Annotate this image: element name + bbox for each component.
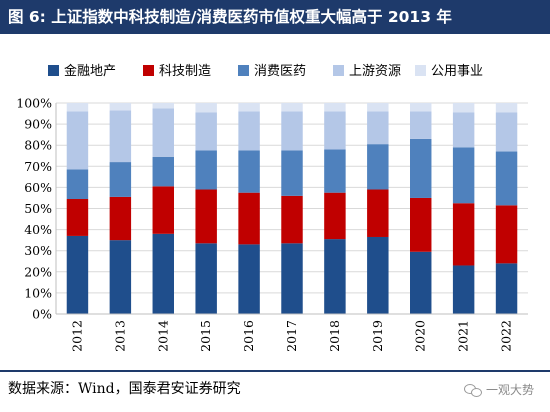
x-tick-label: 2013 <box>112 320 127 352</box>
y-tick-label: 10% <box>24 285 52 300</box>
bar-segment-2014-s3 <box>152 156 174 187</box>
x-tick-label: 2021 <box>456 320 471 352</box>
bar-segment-2014-s2 <box>152 186 174 234</box>
y-axis: 0% 10% 20% 30% 40% 50% 60% 70% 80% 90% 100% <box>16 96 57 322</box>
y-tick-label: 30% <box>24 243 52 258</box>
bar-segment-2014-s5 <box>152 103 174 109</box>
legend-label-4: 上游资源 <box>349 64 401 79</box>
bar-segment-2012-s3 <box>66 169 89 200</box>
bar-segment-2015-s3 <box>195 150 217 190</box>
bar-segment-2013-s2 <box>109 196 132 241</box>
legend-swatch-5 <box>415 65 426 76</box>
watermark-text: 一观大势 <box>486 383 535 397</box>
bar-segment-2012-s1 <box>66 235 89 314</box>
bar-segment-2017-s4 <box>281 111 303 151</box>
bar-segment-2016-s5 <box>238 103 260 112</box>
bar-segment-2013-s4 <box>109 110 132 163</box>
bar-segment-2016-s1 <box>238 244 260 314</box>
bar-segment-2014-s1 <box>152 233 174 314</box>
bar-segment-2016-s4 <box>238 111 260 151</box>
bar-segment-2014-s4 <box>152 108 174 157</box>
legend-label-5: 公用事业 <box>431 64 483 79</box>
legend-swatch-3 <box>238 65 249 76</box>
bar-segment-2019-s5 <box>367 103 389 112</box>
y-tick-label: 40% <box>24 222 52 237</box>
x-axis: 2012 2013 2014 2015 2016 2017 2018 2019 2020 2021… <box>56 313 528 352</box>
bar-segment-2022-s3 <box>495 151 518 206</box>
footer-divider <box>0 370 550 372</box>
chart-legend: 金融地产 科技制造 消费医药 上游资源 公用事业 <box>48 63 483 79</box>
x-tick-label: 2022 <box>499 320 514 352</box>
bar-segment-2013-s3 <box>109 162 132 197</box>
bar-segment-2020-s5 <box>410 103 432 112</box>
legend-swatch-4 <box>333 65 344 76</box>
bar-segment-2013-s1 <box>109 240 132 314</box>
bar-segment-2015-s1 <box>195 243 217 314</box>
x-tick-label: 2019 <box>370 320 385 352</box>
bar-segment-2012-s5 <box>66 103 89 112</box>
bar-segment-2019-s3 <box>367 144 389 190</box>
bar-segment-2019-s1 <box>367 236 389 314</box>
bar-segment-2013-s5 <box>109 103 132 111</box>
bar-segment-2012-s4 <box>66 111 89 170</box>
bar-segment-2017-s5 <box>281 103 303 112</box>
bar-segment-2021-s1 <box>452 265 475 314</box>
legend-swatch-2 <box>143 65 154 76</box>
x-tick-label: 2014 <box>155 320 170 352</box>
y-tick-label: 0% <box>32 307 52 322</box>
bar-segment-2018-s1 <box>324 239 346 314</box>
bar-segment-2021-s2 <box>452 203 475 266</box>
source-note: 数据来源：Wind，国泰君安证券研究 <box>8 381 241 397</box>
x-tick-label: 2018 <box>327 320 342 352</box>
bar-segment-2021-s5 <box>452 103 475 113</box>
x-tick-label: 2015 <box>198 320 213 352</box>
bar-segment-2017-s3 <box>281 150 303 196</box>
bar-segment-2016-s3 <box>238 150 260 193</box>
bar-segment-2022-s1 <box>495 263 518 314</box>
bar-segment-2018-s5 <box>324 103 346 112</box>
bar-segment-2020-s3 <box>410 138 432 198</box>
bar-segment-2017-s1 <box>281 243 303 314</box>
bar-segment-2012-s2 <box>66 199 89 236</box>
wechat-icon <box>464 383 482 397</box>
bar-segment-2018-s4 <box>324 111 346 150</box>
x-tick-label: 2012 <box>69 320 84 352</box>
bar-segment-2018-s2 <box>324 192 346 240</box>
bar-segment-2015-s5 <box>195 103 217 113</box>
y-tick-label: 20% <box>24 264 52 279</box>
bar-segment-2019-s2 <box>367 189 389 237</box>
bar-segment-2022-s4 <box>495 112 518 152</box>
bar-segment-2019-s4 <box>367 111 389 145</box>
bar-segment-2018-s3 <box>324 149 346 193</box>
bar-segment-2021-s4 <box>452 112 475 148</box>
legend-label-2: 科技制造 <box>159 64 211 79</box>
legend-label-1: 金融地产 <box>64 63 116 79</box>
bar-segment-2021-s3 <box>452 147 475 204</box>
x-tick-label: 2017 <box>284 320 299 352</box>
watermark: 一观大势 <box>464 381 534 398</box>
y-tick-label: 100% <box>16 96 52 111</box>
legend-label-3: 消费医药 <box>254 64 306 79</box>
legend-swatch-1 <box>48 65 59 76</box>
y-tick-label: 80% <box>24 138 52 153</box>
stacked-bar-chart: 金融地产 科技制造 消费医药 上游资源 公用事业 0% 10% 20% 30% 40% 50% 60… <box>16 63 528 352</box>
y-tick-label: 60% <box>24 180 52 195</box>
bar-segment-2015-s2 <box>195 189 217 244</box>
y-tick-label: 50% <box>24 201 52 216</box>
x-tick-label: 2020 <box>413 320 428 352</box>
bar-segment-2022-s5 <box>495 103 518 113</box>
chart-bars <box>66 103 518 314</box>
bar-segment-2020-s1 <box>410 251 432 314</box>
bar-segment-2017-s2 <box>281 195 303 244</box>
bar-segment-2020-s2 <box>410 197 432 252</box>
figure-title: 图 6: 上证指数中科技制造/消费医药市值权重大幅高于 2013 年 <box>0 0 550 34</box>
bar-segment-2022-s2 <box>495 205 518 264</box>
bar-segment-2016-s2 <box>238 192 260 245</box>
y-tick-label: 70% <box>24 159 52 174</box>
y-tick-label: 90% <box>24 117 52 132</box>
x-tick-label: 2016 <box>241 320 256 352</box>
bar-segment-2015-s4 <box>195 112 217 151</box>
bar-segment-2020-s4 <box>410 111 432 139</box>
